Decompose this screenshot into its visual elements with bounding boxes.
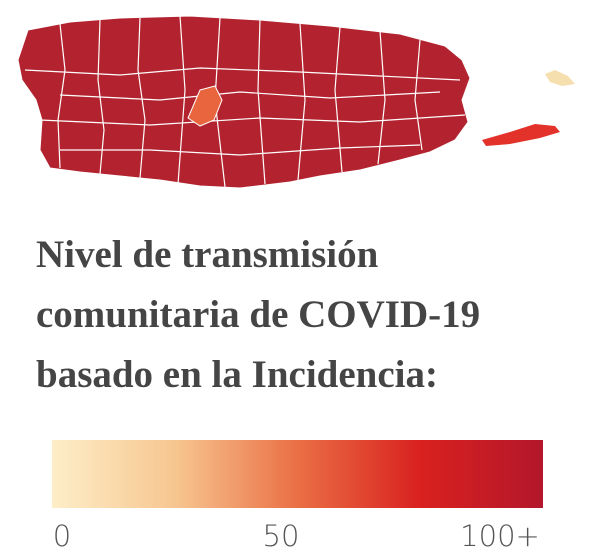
legend-ticks: 0 50 100+ — [53, 519, 540, 551]
color-bar — [52, 440, 543, 508]
title: Nivel de transmisión comunitaria de COVID… — [36, 233, 480, 396]
title-line: comunitaria de COVID-19 — [36, 293, 480, 336]
culebra — [545, 70, 575, 86]
municipal-borders — [24, 15, 466, 188]
title-line: basado en la Incidencia: — [36, 353, 438, 396]
main-island — [17, 15, 471, 189]
tick-label: 0 — [53, 519, 71, 551]
map — [17, 15, 575, 189]
tick-label: 50 — [263, 519, 300, 551]
tick-label: 100+ — [460, 519, 540, 551]
vieques — [482, 124, 560, 146]
highlight-municipality — [187, 85, 223, 127]
title-line: Nivel de transmisión — [36, 233, 379, 276]
